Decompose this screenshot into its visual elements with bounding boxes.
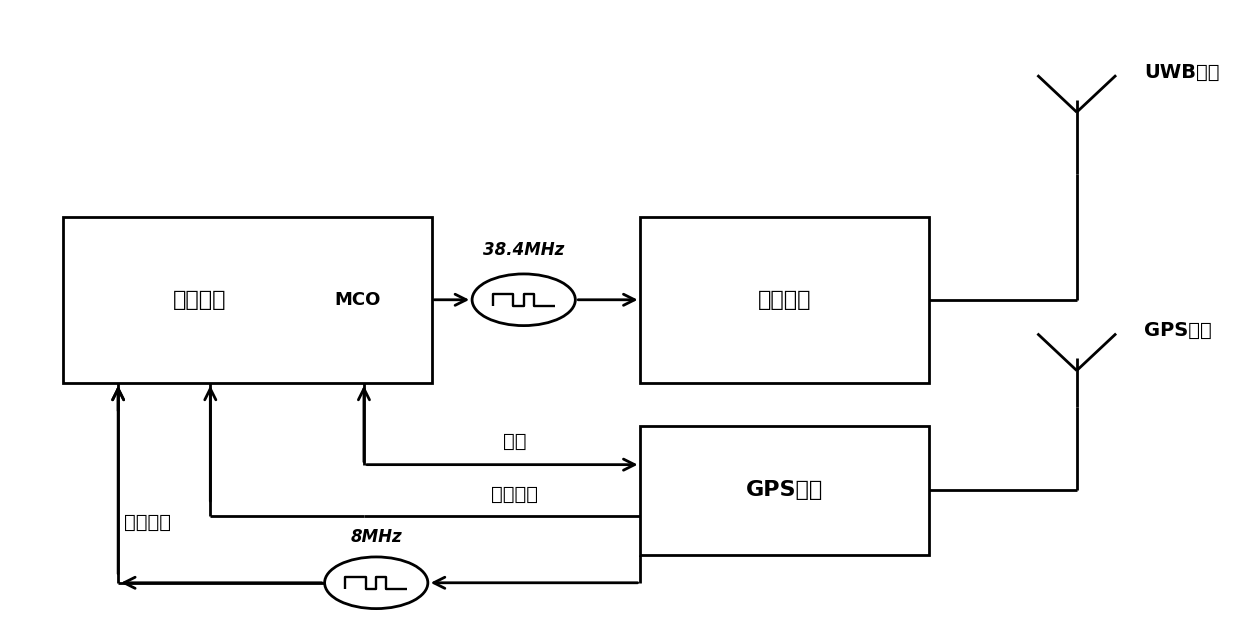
Text: 外部时钟: 外部时钟 <box>124 514 171 532</box>
Text: UWB天线: UWB天线 <box>1145 62 1220 82</box>
Text: GPS天线: GPS天线 <box>1145 321 1213 340</box>
Text: 定位单元: 定位单元 <box>758 290 812 310</box>
Text: GPS单元: GPS单元 <box>746 480 823 501</box>
Text: 串口: 串口 <box>502 432 526 451</box>
Text: 通知信号: 通知信号 <box>491 485 538 504</box>
Circle shape <box>325 557 428 609</box>
Circle shape <box>472 274 575 326</box>
Bar <box>641 426 929 555</box>
Bar <box>641 217 929 383</box>
Text: 8MHz: 8MHz <box>351 528 402 546</box>
Text: 处理单元: 处理单元 <box>172 290 226 310</box>
Bar <box>63 217 432 383</box>
Text: MCO: MCO <box>335 291 381 309</box>
Text: 38.4MHz: 38.4MHz <box>484 240 564 258</box>
